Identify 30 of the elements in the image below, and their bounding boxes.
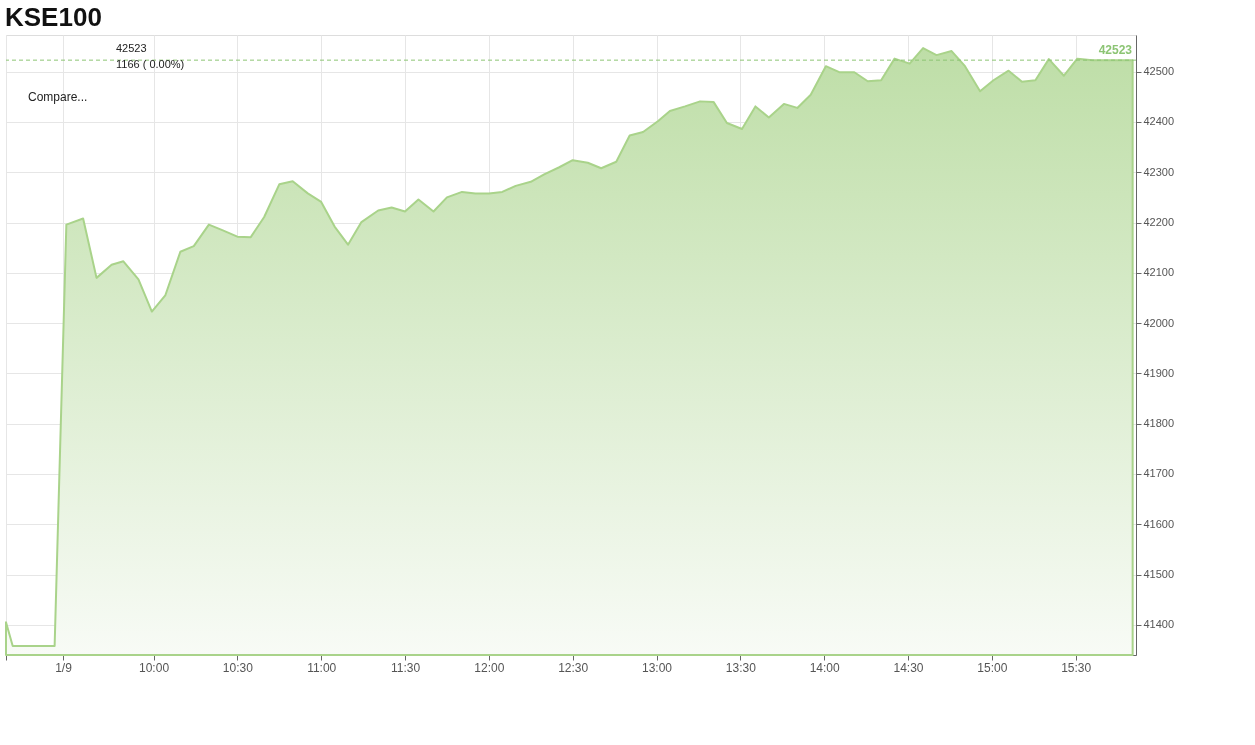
x-tick-label: 15:30	[1061, 660, 1092, 675]
y-tick-label: 42400	[1143, 115, 1175, 128]
y-tick-label: 42100	[1143, 266, 1175, 279]
y-tick-label: 42500	[1143, 65, 1175, 78]
x-tick-label: 14:30	[893, 660, 924, 675]
y-tick-label: 42000	[1143, 316, 1175, 329]
y-tick-label: 41500	[1143, 568, 1175, 581]
x-tick-label: 13:00	[641, 660, 673, 675]
annotation: 42523	[116, 42, 147, 54]
x-tick-label: 12:00	[474, 660, 505, 675]
x-tick-label: 11:00	[307, 660, 337, 675]
x-tick-label: 13:30	[725, 660, 757, 675]
chart-title: KSE100	[5, 2, 102, 32]
y-tick-label: 42300	[1143, 165, 1175, 178]
x-tick-label: 15:00	[977, 660, 1008, 675]
x-tick-label: 10:30	[222, 660, 254, 675]
y-tick-label: 41800	[1143, 417, 1175, 430]
x-tick-label: 1/9	[55, 660, 73, 675]
x-tick-label: 10:00	[139, 660, 170, 675]
x-tick-label: 14:00	[809, 660, 840, 675]
y-tick-label: 41900	[1143, 366, 1175, 379]
annotation: 1166 ( 0.00%)	[116, 58, 185, 70]
annotation: Compare...	[28, 90, 88, 104]
y-tick-label: 41700	[1143, 467, 1175, 480]
ref-line-label: 42523	[1098, 43, 1133, 58]
y-tick-label: 41400	[1143, 618, 1175, 631]
x-tick-label: 12:30	[558, 660, 589, 675]
y-tick-label: 42200	[1143, 216, 1175, 229]
y-tick-label: 41600	[1143, 517, 1175, 530]
x-tick-label: 11:30	[390, 660, 421, 675]
